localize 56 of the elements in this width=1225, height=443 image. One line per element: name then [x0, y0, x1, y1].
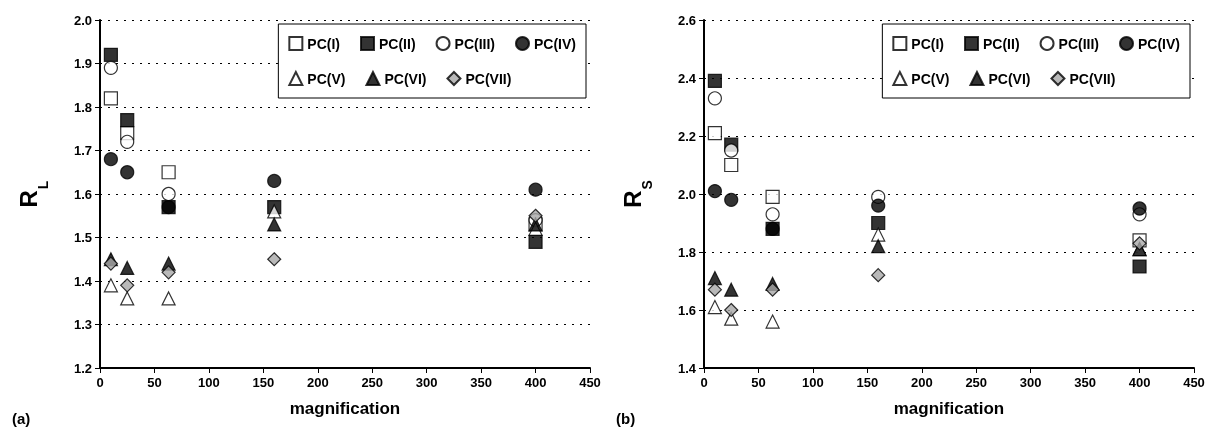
y-tick-label: 1.2	[73, 360, 92, 376]
text: (a)	[12, 410, 31, 427]
y-tick-label: 1.8	[677, 244, 696, 260]
x-tick-label: 50	[147, 375, 162, 390]
x-tick-label: 150	[252, 375, 275, 390]
y-tick-label: 1.6	[73, 186, 92, 202]
x-tick-label: 400	[524, 375, 547, 390]
legend-label: PC(V)	[307, 70, 346, 87]
x-tick-label: 200	[306, 375, 329, 390]
x-tick-label: 300	[1019, 375, 1042, 390]
y-tick-label: 1.8	[73, 99, 92, 115]
legend-label: PC(VI)	[988, 70, 1031, 87]
x-tick-label: 0	[700, 375, 708, 390]
legend-label: PC(VII)	[1069, 70, 1116, 87]
y-tick-label: 2.4	[677, 70, 697, 86]
legend-label: PC(VI)	[384, 70, 427, 87]
x-tick-label: 0	[96, 375, 104, 390]
x-axis-title: magnification	[893, 399, 1005, 418]
y-tick-label: 1.3	[73, 317, 92, 332]
y-tick-label: 2.6	[677, 12, 696, 28]
y-tick-label: 1.7	[73, 143, 92, 158]
y-tick-label: 1.6	[677, 302, 696, 318]
y-axis-title: RS	[618, 180, 655, 208]
legend-label: PC(V)	[911, 70, 950, 87]
x-tick-label: 100	[198, 375, 220, 390]
x-tick-label: 350	[1074, 375, 1096, 390]
x-tick-label: 250	[965, 375, 988, 390]
legend-label: PC(II)	[983, 35, 1020, 52]
x-axis-title: magnification	[289, 399, 401, 418]
y-tick-label: 2.0	[73, 12, 92, 28]
legend-label: PC(I)	[911, 35, 945, 52]
y-axis-title: RL	[14, 180, 51, 208]
legend-label: PC(IV)	[1138, 35, 1180, 52]
y-tick-label: 1.4	[677, 360, 697, 376]
legend-label: PC(I)	[307, 35, 341, 52]
legend-label: PC(IV)	[534, 35, 576, 52]
y-tick-label: 2.2	[677, 128, 696, 144]
x-tick-label: 400	[1128, 375, 1151, 390]
x-tick-label: 350	[470, 375, 492, 390]
x-tick-label: 100	[802, 375, 824, 390]
legend-label: PC(II)	[379, 35, 416, 52]
x-tick-label: 300	[415, 375, 438, 390]
legend-label: PC(III)	[1058, 35, 1100, 52]
text: (b)	[616, 410, 636, 427]
x-tick-label: 250	[361, 375, 384, 390]
y-tick-label: 1.9	[73, 56, 92, 71]
legend-label: PC(III)	[454, 35, 496, 52]
x-tick-label: 150	[856, 375, 879, 390]
y-tick-label: 1.4	[73, 273, 93, 289]
x-tick-label: 200	[910, 375, 933, 390]
legend-label: PC(VII)	[465, 70, 512, 87]
x-tick-label: 450	[1183, 375, 1205, 390]
y-tick-label: 2.0	[677, 186, 696, 202]
y-tick-label: 1.5	[73, 230, 92, 245]
x-tick-label: 450	[579, 375, 601, 390]
x-tick-label: 50	[751, 375, 766, 390]
